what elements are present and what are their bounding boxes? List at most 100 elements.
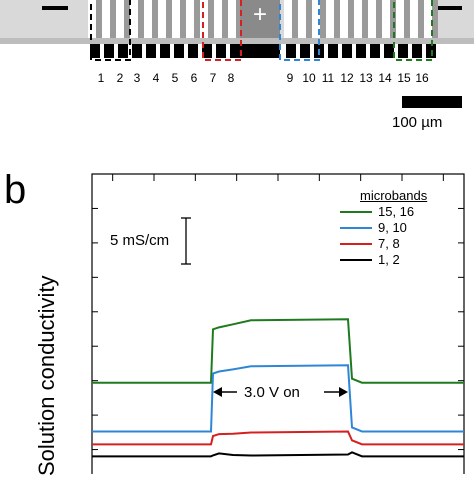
contact-pad [174,44,184,58]
electrode-number: 11 [321,71,335,85]
conductivity-chart [91,173,465,479]
contact-pad [300,44,310,58]
electrode-number: 7 [209,71,217,85]
stripe-dark [376,0,382,38]
contact-pad [104,44,114,58]
stripe [144,0,152,38]
stripe [382,0,390,38]
panel-letter: b [4,168,27,212]
plot-frame [91,173,465,479]
electrode-number: 12 [340,71,354,85]
stripe-dark [306,0,312,38]
contact-pad [202,44,212,58]
group-box [279,0,320,61]
stripe-dark [362,0,368,38]
legend-title: microbands [360,188,428,203]
y-ticks [92,207,464,451]
electrode-number: 13 [359,71,373,85]
legend-item: 1, 2 [378,252,400,267]
stripe-dark [138,0,144,38]
stripe-dark [180,0,186,38]
contact-pad [146,44,156,58]
contact-pad [356,44,366,58]
stripe [354,0,362,38]
contact-pad [286,44,296,58]
legend-item: 9, 10 [378,220,407,235]
x-ticks [112,174,444,479]
stripe [200,0,208,38]
stripe-dark [334,0,340,38]
stripe-dark [96,0,102,38]
series-line [92,318,464,384]
stripe-dark [166,0,172,38]
microband-stripes [88,0,438,38]
stripe [340,0,348,38]
arrow-right-head [339,387,348,397]
contact-pad [230,44,240,58]
stripe [130,0,138,38]
stripe-dark [222,0,228,38]
electrode-number: 14 [378,71,392,85]
panel-a: + 1 2 3 4 5 6 7 8 9 10 11 12 13 14 15 16 100 µm [0,0,474,160]
series-line [92,451,464,458]
panel-b: b Solution conductivity 5 mS/cm 3.0 V on… [0,160,474,479]
electrode-number: 3 [133,71,141,85]
right-driving-electrode [436,6,462,10]
contact-pad [160,44,170,58]
contact-pad [370,44,380,58]
series-line [92,430,464,446]
stripe-dark [194,0,200,38]
stripe [368,0,376,38]
contact-pad [90,44,100,58]
contact-pad [342,44,352,58]
scale-bar-text: 5 mS/cm [110,232,170,249]
electrode-number: 15 [397,71,411,85]
microband-device-diagram: + [0,0,474,108]
stripe-dark [124,0,130,38]
arrow-left-head [213,387,222,397]
stripe-dark [320,0,326,38]
stripe [312,0,320,38]
center-contact [240,44,280,58]
stripe [186,0,194,38]
stripe-dark [404,0,410,38]
contact-pad [132,44,142,58]
on-interval-label: 3.0 V on [244,384,300,401]
group-box [90,0,131,61]
contact-pad [216,44,226,58]
scale-bar [402,96,462,108]
stripe [410,0,418,38]
stripe [326,0,334,38]
stripe-dark [110,0,116,38]
center-electrode [240,0,280,38]
electrode-number: 6 [190,71,198,85]
electrode-number: 4 [152,71,160,85]
legend-item: 7, 8 [378,236,400,251]
electrode-number: 16 [415,71,429,85]
stripe-dark [236,0,242,38]
electrode-number: 5 [171,71,179,85]
stripe [228,0,236,38]
contact-pad [328,44,338,58]
legend-swatches [340,211,372,261]
microband-contacts [90,44,436,58]
contact-pad [118,44,128,58]
stripe [424,0,432,38]
left-driving-electrode [42,6,68,10]
electrode-number: 10 [302,71,316,85]
y-axis-label: Solution conductivity [34,275,59,476]
group-boxes [90,0,433,61]
electrode-number: 9 [286,71,294,85]
electrode-number: 8 [227,71,235,85]
stripe-dark [390,0,396,38]
legend-item: 15, 16 [378,204,415,219]
stripe-dark [418,0,424,38]
stripe-dark [292,0,298,38]
stripe-dark [208,0,214,38]
stripe-dark [432,0,438,38]
stripe [116,0,124,38]
stripe [158,0,166,38]
contact-pad [398,44,408,58]
stripe [298,0,306,38]
stripe-dark [152,0,158,38]
